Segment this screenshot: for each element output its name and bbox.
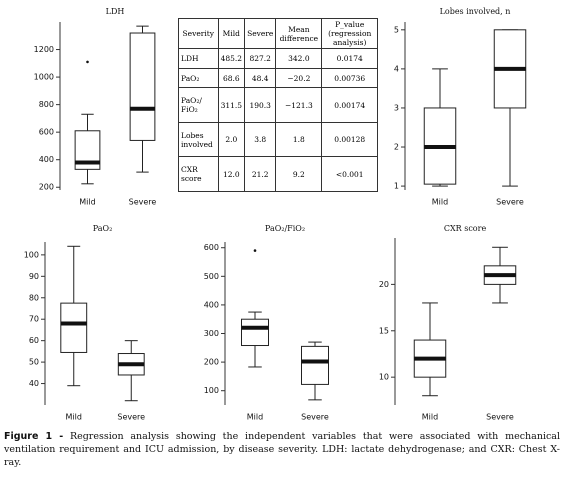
y-tick-label: 100 [204, 386, 219, 395]
box [129, 32, 156, 141]
y-tick-label: 70 [29, 315, 39, 324]
header-cell: Severity [178, 18, 219, 49]
y-tick-label: 100 [24, 250, 39, 259]
x-tick-label: Severe [117, 413, 145, 422]
y-tick-label: 50 [29, 358, 39, 367]
chart-title: LDH [106, 7, 125, 16]
value-cell: 190.3 [244, 87, 277, 123]
summary-table: Severity Mild Severe Mean difference P_value… [178, 18, 378, 192]
box [60, 302, 88, 353]
value-cell: 68.6 [217, 67, 246, 89]
value-cell: 3.8 [244, 121, 277, 158]
y-tick-label: 20 [379, 280, 389, 289]
value-cell: 48.4 [244, 67, 277, 89]
row-label: PaO₂ [178, 67, 219, 89]
row-label: Lobes involved [178, 121, 219, 158]
box [241, 318, 269, 347]
y-tick-label: 500 [204, 272, 219, 281]
header-cell: Mean difference [275, 18, 323, 49]
row-label: PaO₂/ FiO₂ [178, 87, 219, 123]
y-tick-label: 600 [39, 128, 54, 137]
x-tick-label: Severe [129, 198, 157, 207]
header-cell: P_value (regression analysis) [321, 18, 378, 49]
table-row: PaO₂/ FiO₂ 311.5 190.3 −121.3 0.00174 [178, 87, 378, 123]
value-cell: 485.2 [217, 48, 246, 69]
y-tick-label: 200 [204, 358, 219, 367]
value-cell: 311.5 [217, 87, 246, 123]
table-row: CXR score 12.0 21.2 9.2 <0.001 [178, 156, 378, 192]
x-tick-label: Mild [422, 413, 438, 422]
value-cell: 2.0 [217, 121, 246, 158]
outlier [86, 60, 89, 64]
x-tick-label: Mild [247, 413, 263, 422]
value-cell: <0.001 [321, 156, 378, 192]
table-row: PaO₂ 68.6 48.4 −20.2 0.00736 [178, 67, 378, 89]
table-header: Severity Mild Severe Mean difference P_value… [178, 18, 378, 49]
value-cell: 0.00174 [321, 87, 378, 123]
value-cell: 9.2 [275, 156, 323, 192]
x-tick-label: Mild [432, 198, 448, 207]
y-tick-label: 400 [204, 300, 219, 309]
table-row: LDH 485.2 827.2 342.0 0.0174 [178, 48, 378, 69]
y-tick-label: 1000 [34, 73, 54, 82]
chart-title: CXR score [444, 224, 487, 233]
y-tick-label: 2 [394, 143, 399, 152]
table-body: LDH 485.2 827.2 342.0 0.0174 PaO₂ 68.6 48.4 −20.… [178, 48, 378, 192]
chart-title: PaO₂ [93, 224, 113, 233]
row-label: LDH [178, 48, 219, 69]
y-tick-label: 5 [394, 25, 399, 34]
value-cell: 21.2 [244, 156, 277, 192]
chart-title: PaO₂/FiO₂ [265, 224, 305, 233]
x-tick-label: Mild [66, 413, 82, 422]
y-tick-label: 400 [39, 155, 54, 164]
y-tick-label: 15 [379, 326, 389, 335]
value-cell: 827.2 [244, 48, 277, 69]
y-tick-label: 60 [29, 336, 39, 345]
caption: Figure 1 - Regression analysis showing t… [4, 430, 560, 469]
y-tick-label: 1 [394, 182, 399, 191]
y-tick-label: 200 [39, 183, 54, 192]
y-tick-label: 4 [394, 64, 399, 73]
y-tick-label: 10 [379, 373, 389, 382]
y-tick-label: 40 [29, 379, 39, 388]
y-tick-label: 800 [39, 100, 54, 109]
y-tick-label: 80 [29, 293, 39, 302]
box [301, 345, 329, 385]
x-tick-label: Severe [496, 198, 524, 207]
y-tick-label: 1200 [34, 45, 54, 54]
y-tick-label: 90 [29, 272, 39, 281]
header-cell: Severe [244, 18, 277, 49]
caption-label: Figure 1 - [4, 431, 64, 442]
x-tick-label: Mild [79, 198, 95, 207]
value-cell: 342.0 [275, 48, 323, 69]
table-row: Lobes involved 2.0 3.8 1.8 0.00128 [178, 121, 378, 158]
value-cell: 1.8 [275, 121, 323, 158]
outlier [253, 249, 257, 252]
value-cell: 0.0174 [321, 48, 378, 69]
x-tick-label: Severe [301, 413, 329, 422]
header-cell: Mild [217, 18, 246, 49]
caption-text: Regression analysis showing the independ… [4, 431, 561, 468]
chart-title: Lobes involved, n [440, 7, 511, 16]
y-tick-label: 600 [204, 243, 219, 252]
x-tick-label: Severe [486, 413, 514, 422]
y-tick-label: 3 [394, 103, 399, 112]
value-cell: −20.2 [275, 67, 323, 89]
value-cell: 0.00128 [321, 121, 378, 158]
y-tick-label: 300 [204, 329, 219, 338]
value-cell: 0.00736 [321, 67, 378, 89]
value-cell: −121.3 [275, 87, 323, 123]
value-cell: 12.0 [217, 156, 246, 192]
row-label: CXR score [178, 156, 219, 192]
